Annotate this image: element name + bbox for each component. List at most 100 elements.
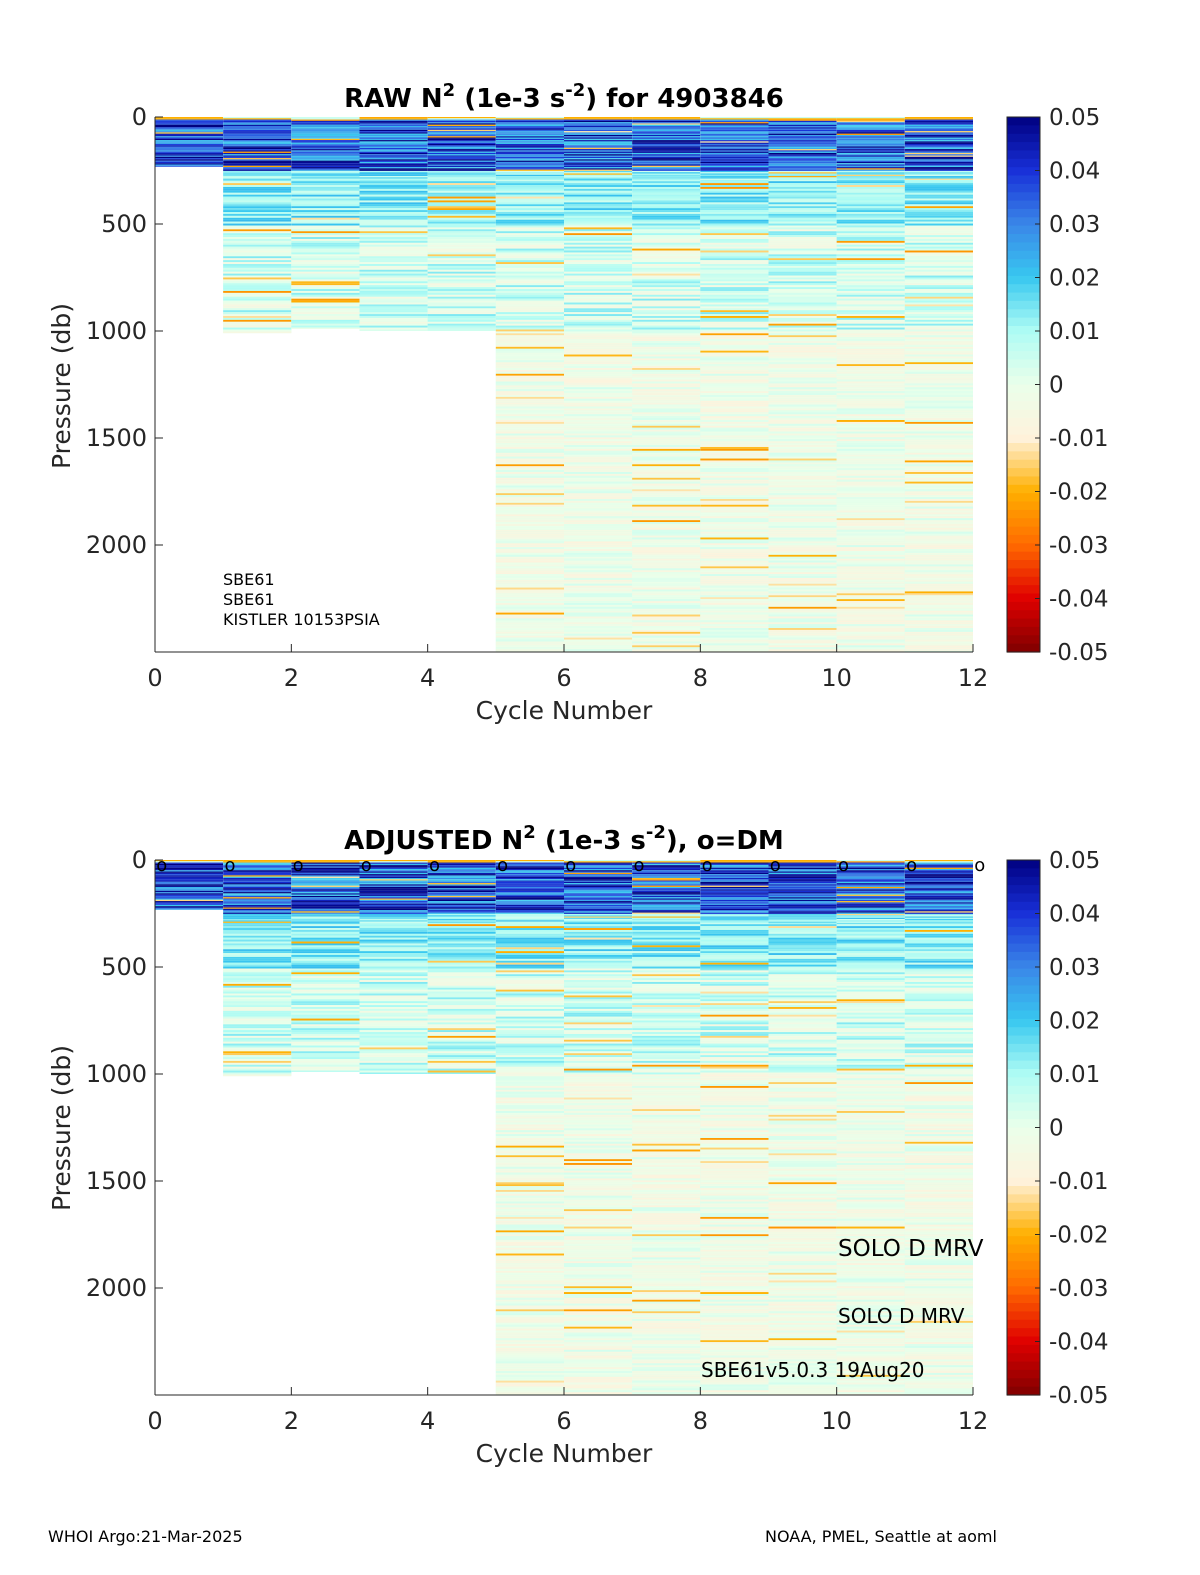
pressure-band: [904, 246, 973, 249]
pressure-band: [495, 1330, 564, 1333]
pressure-band: [904, 556, 973, 559]
pressure-band: [291, 254, 360, 257]
pressure-band: [291, 1014, 360, 1017]
pressure-band: [632, 1340, 701, 1343]
pressure-band: [632, 1116, 701, 1119]
pressure-band: [700, 156, 769, 159]
pressure-band: [495, 525, 564, 528]
pressure-band: [223, 1022, 292, 1025]
pressure-band: [700, 1357, 769, 1360]
pressure-band: [564, 1328, 633, 1331]
pressure-band: [427, 1064, 496, 1067]
pressure-band: [836, 223, 905, 226]
pressure-band: [564, 477, 633, 480]
pressure-band: [904, 196, 973, 199]
pressure-band: [427, 863, 496, 866]
pressure-band: [700, 165, 769, 168]
pressure-band: [495, 606, 564, 609]
pressure-band: [359, 1001, 428, 1004]
pressure-band: [495, 194, 564, 197]
pressure-band: [768, 174, 837, 177]
pressure-band: [359, 215, 428, 218]
pressure-band: [564, 117, 633, 119]
pressure-band: [495, 1055, 564, 1058]
pressure-band: [564, 165, 633, 168]
pressure-band: [768, 120, 837, 123]
pressure-band: [768, 1267, 837, 1269]
pressure-band: [495, 921, 564, 923]
pressure-band: [427, 901, 496, 903]
pressure-band: [700, 159, 769, 161]
pressure-band: [223, 1045, 292, 1048]
pressure-band: [904, 170, 973, 173]
pressure-band: [223, 913, 292, 916]
pressure-band: [564, 1120, 633, 1123]
pressure-band: [223, 317, 292, 320]
pressure-band: [632, 1057, 701, 1060]
pressure-band: [836, 929, 905, 932]
pressure-band: [564, 350, 633, 353]
pressure-band: [223, 138, 292, 141]
pressure-band: [904, 477, 973, 480]
pressure-band: [768, 562, 837, 565]
pressure-band: [223, 300, 292, 303]
pressure-band: [768, 344, 837, 347]
pressure-band: [836, 1151, 905, 1154]
pressure-band: [495, 885, 564, 887]
pressure-band: [427, 926, 496, 929]
pressure-band: [564, 1265, 633, 1268]
pressure-band: [427, 242, 496, 245]
pressure-band: [291, 310, 360, 313]
pressure-band: [768, 118, 837, 120]
pressure-band: [632, 152, 701, 155]
pressure-band: [836, 429, 905, 432]
pressure-band: [223, 127, 292, 129]
pressure-band: [291, 917, 360, 920]
pressure-band: [495, 1062, 564, 1065]
pressure-band: [700, 1278, 769, 1281]
pressure-band: [495, 520, 564, 523]
pressure-band: [836, 159, 905, 161]
pressure-band: [564, 437, 633, 440]
pressure-band: [427, 1022, 496, 1025]
pressure-band: [768, 1039, 837, 1042]
pressure-band: [632, 1197, 701, 1200]
pressure-band: [768, 265, 837, 268]
pressure-band: [359, 240, 428, 243]
pressure-band: [223, 258, 292, 261]
pressure-band: [632, 585, 701, 588]
pressure-band: [632, 949, 701, 952]
pressure-band: [564, 1274, 633, 1277]
pressure-band: [768, 935, 837, 938]
pressure-band: [495, 410, 564, 413]
pressure-band: [768, 1103, 837, 1106]
pressure-band: [768, 1249, 837, 1252]
pressure-band: [291, 168, 360, 170]
pressure-band: [768, 238, 837, 241]
pressure-band: [291, 136, 360, 138]
pressure-band: [495, 1290, 564, 1293]
pressure-band: [632, 945, 701, 948]
pressure-band: [836, 502, 905, 505]
pressure-band: [768, 1226, 837, 1229]
pressure-band: [564, 443, 633, 446]
pressure-band: [427, 168, 496, 170]
pressure-band: [700, 271, 769, 274]
pressure-band: [564, 875, 633, 877]
pressure-band: [836, 229, 905, 232]
pressure-band: [768, 134, 837, 137]
pressure-band: [632, 254, 701, 257]
pressure-band: [564, 427, 633, 430]
pressure-band: [427, 870, 496, 872]
pressure-band: [632, 485, 701, 488]
pressure-band: [564, 1033, 633, 1036]
pressure-band: [700, 577, 769, 580]
pressure-band: [632, 628, 701, 630]
pressure-band: [495, 1374, 564, 1377]
pressure-band: [359, 140, 428, 142]
pressure-band: [155, 125, 224, 128]
pressure-band: [564, 1392, 633, 1395]
pressure-band: [495, 552, 564, 555]
pressure-band: [427, 223, 496, 226]
pressure-band: [700, 1288, 769, 1291]
